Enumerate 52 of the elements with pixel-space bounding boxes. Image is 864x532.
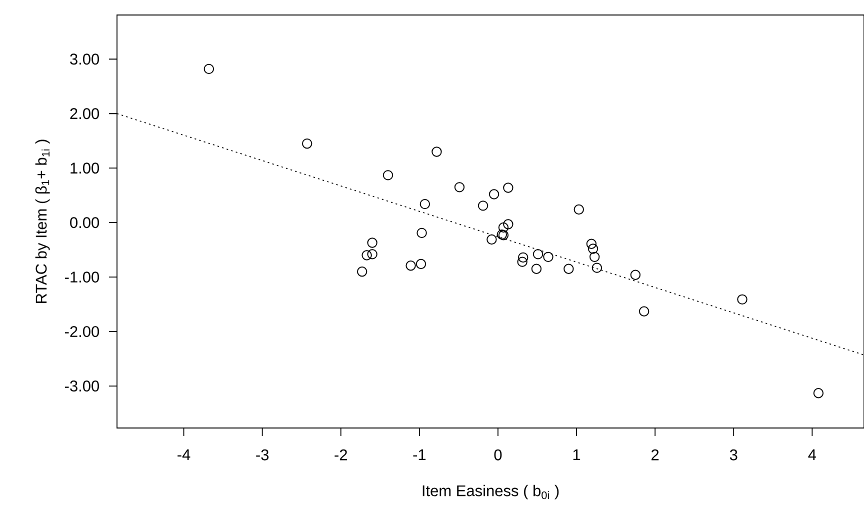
point: [498, 222, 509, 233]
point: [420, 198, 430, 210]
y-axis-title: RTAC by Item ( β$_{1}$+ b$_{1i}$ ): [35, 140, 50, 303]
y-tick-label: 2.00: [70, 108, 100, 120]
point: [543, 252, 554, 262]
point: [586, 238, 597, 249]
point: [486, 234, 497, 245]
y-tick-label: 3.00: [70, 54, 100, 65]
point: [204, 64, 214, 74]
point: [503, 219, 514, 230]
point: [367, 249, 378, 260]
point: [532, 249, 544, 260]
point: [454, 182, 465, 192]
x-tick-label: 0: [494, 449, 502, 460]
point: [382, 170, 394, 180]
point: [588, 244, 598, 254]
x-tick-label: 3: [730, 449, 738, 460]
point: [416, 258, 426, 270]
x-tick-label: -3: [256, 449, 269, 460]
x-tick-label: -1: [413, 449, 426, 460]
x-tick-label: -4: [178, 449, 190, 460]
y-tick-label: 1.00: [70, 162, 100, 174]
point: [416, 228, 427, 238]
point: [638, 306, 650, 316]
point: [592, 262, 602, 273]
point: [517, 256, 528, 267]
x-axis-title: Item Easiness ( b$_{0i}$ ): [422, 484, 559, 500]
y-tick-label: 0.00: [70, 217, 100, 228]
y-tick-label: -3.00: [64, 380, 100, 392]
point: [406, 260, 416, 271]
point: [531, 264, 542, 274]
y-tick-label: -2.00: [64, 326, 100, 338]
point: [356, 266, 368, 277]
point: [574, 204, 584, 215]
point: [630, 270, 641, 280]
point: [478, 200, 488, 211]
x-tick-label: -2: [334, 449, 347, 460]
point: [737, 294, 748, 305]
point: [564, 264, 574, 274]
point: [362, 250, 372, 260]
x-tick-label: 4: [808, 449, 816, 460]
point: [589, 252, 600, 262]
point: [302, 138, 312, 149]
x-tick-label: 1: [573, 449, 580, 460]
point: [367, 238, 378, 248]
point: [503, 182, 514, 193]
point: [488, 189, 500, 200]
x-tick-label: 2: [652, 449, 659, 460]
point: [813, 388, 824, 398]
y-tick-label: -1.00: [64, 272, 100, 283]
point: [518, 252, 528, 263]
point: [432, 146, 442, 157]
